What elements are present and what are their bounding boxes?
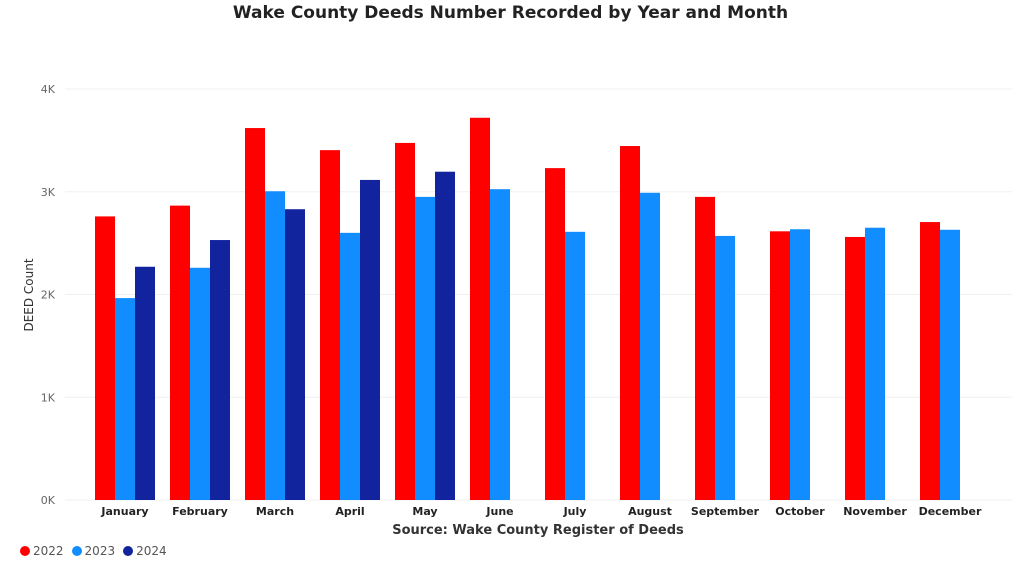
bar-2023-august[interactable] xyxy=(640,192,660,500)
x-tick-label: April xyxy=(335,505,364,518)
y-axis-label: DEED Count xyxy=(22,258,36,331)
x-tick-label: January xyxy=(100,505,148,518)
legend-dot-icon xyxy=(20,546,30,556)
legend-item-2022[interactable]: 2022 xyxy=(20,544,64,558)
bar-2022-july[interactable] xyxy=(545,168,565,500)
y-tick-label: 4K xyxy=(41,83,56,96)
x-tick-label: November xyxy=(843,505,907,518)
legend-item-2024[interactable]: 2024 xyxy=(123,544,167,558)
x-tick-label: October xyxy=(775,505,825,518)
bar-2023-february[interactable] xyxy=(190,267,210,500)
legend-dot-icon xyxy=(123,546,134,556)
x-axis-label: Source: Wake County Register of Deeds xyxy=(392,523,684,538)
bar-2022-october[interactable] xyxy=(770,231,790,500)
bar-2023-may[interactable] xyxy=(415,196,435,500)
x-tick-label: March xyxy=(256,505,294,518)
bar-2023-april[interactable] xyxy=(340,232,360,500)
x-tick-label: August xyxy=(628,505,672,518)
bar-2023-october[interactable] xyxy=(790,229,810,500)
bar-2022-march[interactable] xyxy=(245,128,265,501)
x-tick-label: July xyxy=(563,505,587,518)
y-tick-label: 0K xyxy=(41,494,56,507)
bar-2022-december[interactable] xyxy=(920,222,940,500)
y-tick-label: 3K xyxy=(41,186,56,199)
bar-2024-may[interactable] xyxy=(435,171,455,500)
legend: 2022 2023 2024 xyxy=(20,544,167,558)
legend-item-2023[interactable]: 2023 xyxy=(71,544,116,558)
y-tick-label: 1K xyxy=(41,391,56,404)
bar-2022-august[interactable] xyxy=(620,146,640,500)
bar-2024-march[interactable] xyxy=(285,209,305,500)
legend-dot-icon xyxy=(71,546,82,556)
bar-2023-january[interactable] xyxy=(115,298,135,500)
bar-2024-january[interactable] xyxy=(135,266,155,500)
x-tick-label: February xyxy=(172,505,228,518)
x-tick-label: September xyxy=(691,505,760,518)
bar-2023-november[interactable] xyxy=(865,227,885,500)
bar-2024-february[interactable] xyxy=(210,240,230,501)
chart-title: Wake County Deeds Number Recorded by Yea… xyxy=(232,3,789,23)
bar-2023-december[interactable] xyxy=(940,229,960,500)
x-tick-label: June xyxy=(485,505,513,518)
y-tick-label: 2K xyxy=(41,289,56,302)
bar-2023-september[interactable] xyxy=(715,235,735,500)
bar-2022-june[interactable] xyxy=(470,117,490,501)
bar-2023-july[interactable] xyxy=(565,231,585,500)
bar-2022-september[interactable] xyxy=(695,196,715,500)
bar-2022-november[interactable] xyxy=(845,236,865,500)
bar-2022-may[interactable] xyxy=(395,142,415,500)
legend-label: 2022 xyxy=(33,544,64,558)
x-tick-label: December xyxy=(919,505,982,518)
legend-label: 2024 xyxy=(136,544,167,558)
bar-2023-june[interactable] xyxy=(490,189,510,500)
bar-2023-march[interactable] xyxy=(265,191,285,500)
bar-2022-april[interactable] xyxy=(320,150,340,501)
bar-2024-april[interactable] xyxy=(360,179,380,500)
bar-2022-february[interactable] xyxy=(170,205,190,500)
bar-2022-january[interactable] xyxy=(95,216,115,500)
x-tick-label: May xyxy=(412,505,437,518)
legend-label: 2023 xyxy=(84,544,116,558)
